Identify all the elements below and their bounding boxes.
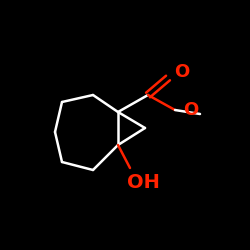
Text: O: O <box>184 101 198 119</box>
Text: OH: OH <box>126 172 160 192</box>
Text: O: O <box>174 63 190 81</box>
